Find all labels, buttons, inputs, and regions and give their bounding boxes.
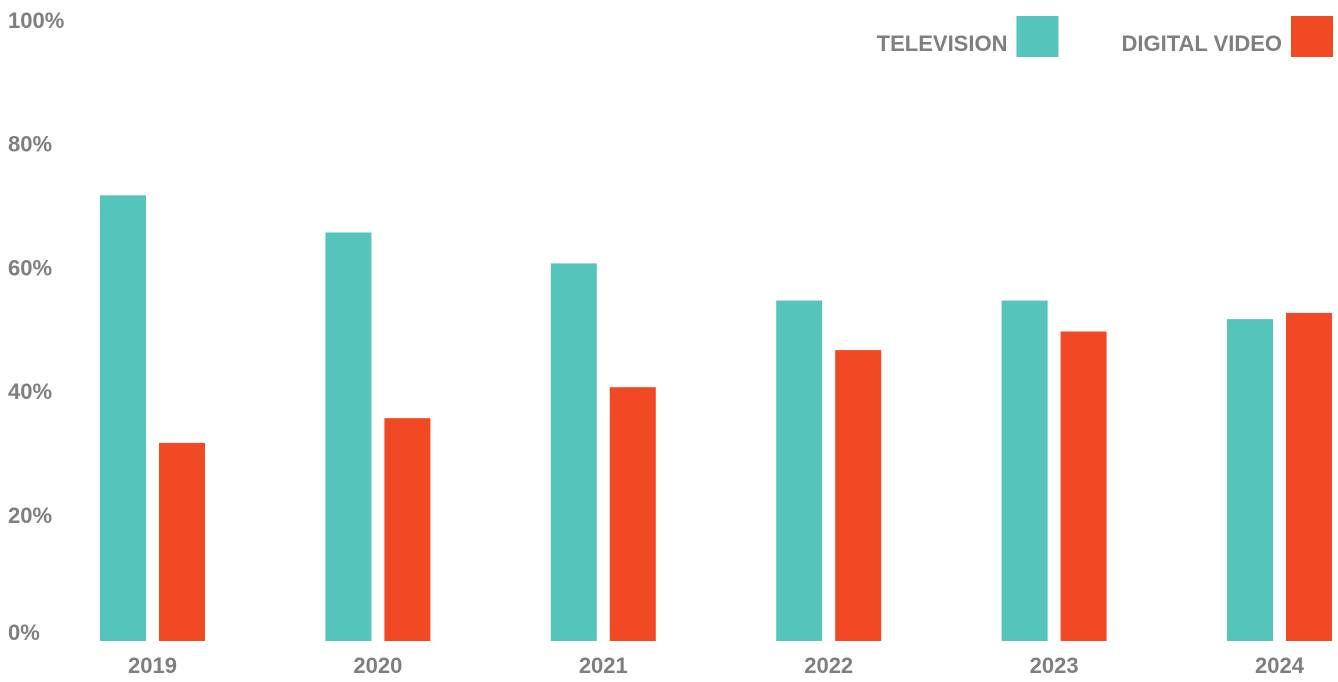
x-tick-label: 2019 [128, 653, 177, 678]
y-tick-label: 60% [8, 255, 52, 280]
bar [384, 418, 431, 641]
x-tick-label: 2020 [353, 653, 402, 678]
x-tick-label: 2024 [1255, 653, 1305, 678]
bar [609, 387, 656, 641]
y-tick-label: 20% [8, 503, 52, 528]
y-tick-label: 100% [8, 8, 64, 33]
y-tick-label: 40% [8, 379, 52, 404]
bar [835, 350, 882, 641]
y-tick-label: 0% [8, 620, 40, 645]
x-tick-label: 2021 [579, 653, 628, 678]
x-tick-label: 2023 [1030, 653, 1079, 678]
legend-label: DIGITAL VIDEO [1121, 31, 1282, 56]
bar [1060, 331, 1107, 641]
bar [100, 195, 146, 641]
bar [1227, 319, 1273, 641]
legend-swatch [1016, 16, 1059, 57]
bar [1001, 300, 1048, 641]
bar [550, 263, 597, 641]
bar [1286, 312, 1332, 641]
bar [159, 442, 205, 641]
bar [325, 232, 372, 641]
bar [776, 300, 823, 641]
legend-label: TELEVISION [877, 31, 1008, 56]
x-tick-label: 2022 [804, 653, 853, 678]
y-tick-label: 80% [8, 132, 52, 157]
legend-swatch [1291, 16, 1333, 57]
